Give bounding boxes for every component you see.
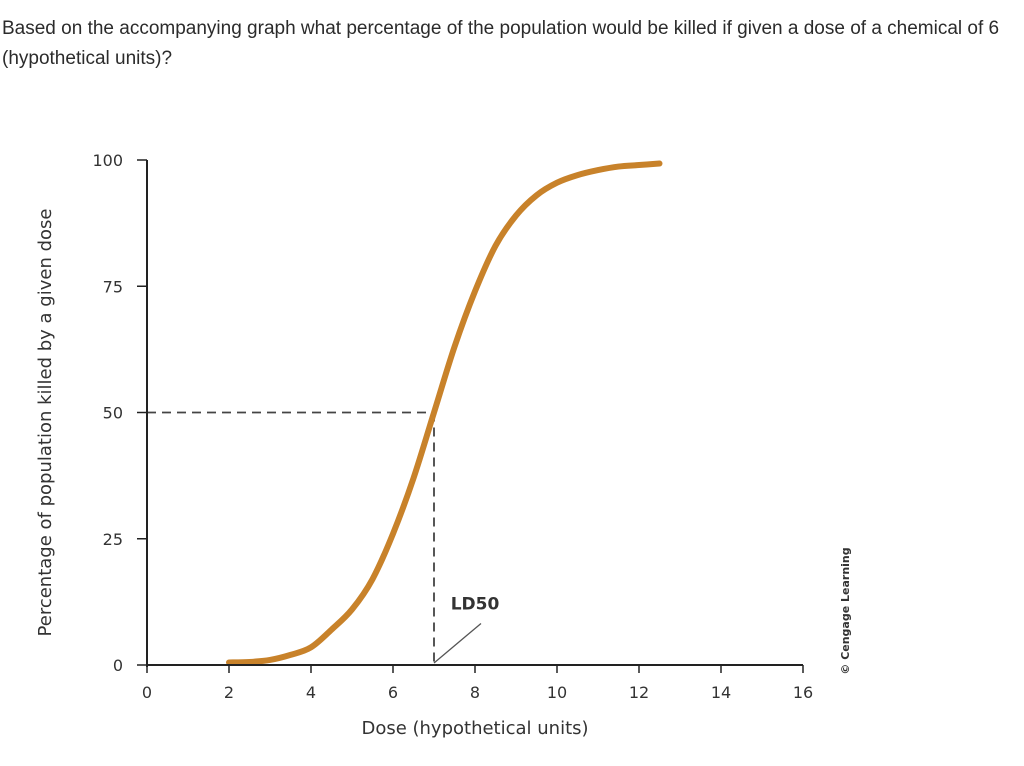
y-tick-label: 25 [103, 530, 123, 549]
y-tick-label: 50 [103, 404, 123, 423]
x-tick-label: 8 [470, 683, 480, 702]
question-text: Based on the accompanying graph what per… [2, 18, 1000, 69]
y-tick-label: 75 [103, 277, 123, 296]
x-tick-label: 12 [629, 683, 649, 702]
x-tick-label: 6 [388, 683, 398, 702]
credit-text: © Cengage Learning [839, 547, 852, 674]
series-line-0 [226, 160, 663, 666]
x-tick-label: 14 [711, 683, 731, 702]
x-tick-label: 0 [142, 683, 152, 702]
ld50-pointer-line [433, 622, 482, 664]
x-axis-label: Dose (hypothetical units) [361, 718, 588, 739]
reference-lines [147, 411, 435, 665]
x-tick-label: 4 [306, 683, 316, 702]
labels-layer: 0 25 50 75 100 0 2 4 6 8 10 12 14 16 Dose (hypothetica… [35, 151, 852, 739]
series-layer [226, 160, 663, 666]
y-tick-label: 100 [92, 151, 123, 170]
y-axis-label: Percentage of population killed by a giv… [35, 209, 56, 637]
x-tick-label: 16 [793, 683, 813, 702]
y-tick-label: 0 [113, 656, 123, 675]
x-tick-label: 10 [547, 683, 567, 702]
axes [137, 159, 804, 673]
ld50-label: LD50 [451, 594, 500, 614]
x-tick-label: 2 [224, 683, 234, 702]
